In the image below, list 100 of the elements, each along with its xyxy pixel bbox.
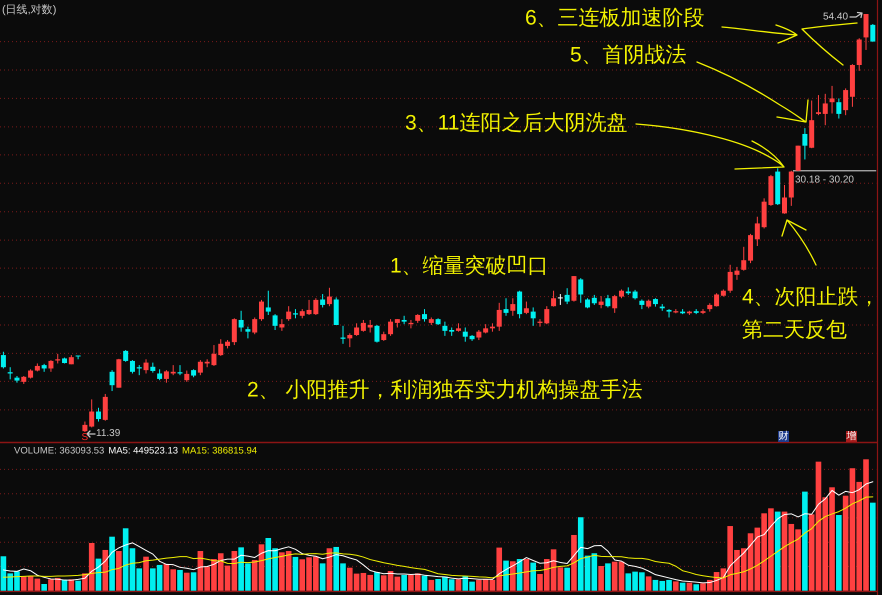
candlestick bbox=[598, 296, 604, 309]
candlestick bbox=[184, 370, 190, 382]
candlestick bbox=[238, 310, 244, 332]
candlestick bbox=[802, 128, 808, 160]
candlestick bbox=[782, 184, 788, 214]
bar bbox=[680, 582, 686, 591]
candlestick bbox=[8, 366, 13, 380]
chart-title: (日线,对数) bbox=[2, 3, 56, 16]
chart-title: VOLUME: 363093.53 bbox=[14, 446, 104, 456]
candlestick bbox=[605, 294, 610, 308]
candlestick bbox=[510, 298, 516, 316]
bar bbox=[605, 563, 611, 591]
bar bbox=[75, 580, 81, 591]
candlestick bbox=[864, 14, 869, 50]
annotation: 5、首阴战法 bbox=[570, 44, 687, 66]
bar bbox=[510, 561, 516, 591]
candlestick bbox=[340, 325, 346, 344]
candlestick bbox=[822, 93, 828, 126]
annotation: 6、三连板加速阶段 bbox=[525, 6, 705, 30]
text: MA5: 449523.13 bbox=[108, 446, 178, 456]
candlestick bbox=[48, 360, 54, 372]
annotation: 4、次阳止跌， bbox=[742, 286, 880, 308]
candlestick bbox=[558, 294, 563, 306]
candlestick bbox=[530, 306, 536, 326]
bar bbox=[673, 581, 679, 591]
candlestick bbox=[110, 370, 115, 392]
bar bbox=[686, 582, 692, 591]
candlestick bbox=[728, 264, 733, 294]
candlestick bbox=[123, 350, 128, 362]
candlestick bbox=[388, 318, 394, 336]
candlestick bbox=[272, 314, 278, 331]
candlestick bbox=[177, 364, 182, 376]
bar bbox=[524, 559, 530, 591]
candlestick bbox=[830, 85, 835, 114]
candlestick bbox=[144, 358, 149, 374]
bar bbox=[326, 548, 332, 591]
bar bbox=[503, 560, 509, 591]
bar bbox=[116, 551, 122, 591]
bar bbox=[102, 550, 108, 591]
candlestick bbox=[544, 306, 550, 325]
bar bbox=[143, 556, 149, 591]
bar bbox=[774, 512, 781, 591]
bar bbox=[96, 558, 102, 591]
bar bbox=[177, 570, 183, 591]
text: MA15: 386815.94 bbox=[182, 446, 258, 456]
annotation: 3、11连阳之后大阴洗盘 bbox=[405, 112, 628, 134]
candlestick bbox=[564, 288, 570, 305]
bar bbox=[374, 572, 380, 591]
candlestick bbox=[843, 88, 848, 116]
annotation: S bbox=[82, 432, 88, 443]
bar bbox=[320, 563, 326, 591]
candlestick bbox=[326, 287, 332, 307]
annotation: 54.40 bbox=[823, 12, 848, 22]
bar bbox=[564, 568, 570, 591]
bar bbox=[62, 580, 68, 591]
bar bbox=[428, 580, 434, 591]
candlestick bbox=[313, 298, 318, 316]
candlestick bbox=[354, 322, 360, 336]
annotation: 第二天反包 bbox=[742, 318, 847, 342]
candlestick bbox=[266, 290, 271, 316]
candlestick bbox=[259, 299, 264, 322]
candlestick bbox=[816, 94, 821, 116]
bar bbox=[646, 576, 652, 591]
bar bbox=[456, 579, 462, 591]
candlestick bbox=[381, 331, 386, 342]
bar bbox=[190, 572, 196, 591]
candlestick bbox=[0, 351, 6, 369]
candlestick bbox=[870, 24, 876, 42]
bar bbox=[41, 584, 47, 591]
bar bbox=[401, 574, 407, 591]
annotation: 30.18 - 30.20 bbox=[795, 174, 854, 186]
bar bbox=[802, 492, 808, 591]
candlestick bbox=[279, 318, 284, 332]
candlestick bbox=[68, 354, 74, 365]
bar bbox=[184, 572, 190, 591]
annotation: 2、 小阳推升，利润独吞实力机构操盘手法 bbox=[247, 378, 643, 402]
candlestick bbox=[150, 362, 156, 374]
candlestick bbox=[612, 294, 618, 314]
bar bbox=[109, 536, 115, 591]
bar bbox=[836, 515, 842, 591]
candlestick bbox=[524, 301, 529, 315]
candlestick bbox=[592, 294, 597, 306]
candlestick bbox=[551, 290, 556, 308]
annotation: 1、缩量突破凹口 bbox=[390, 254, 549, 278]
candlestick bbox=[286, 306, 292, 322]
bar bbox=[693, 584, 700, 591]
candlestick bbox=[734, 266, 740, 280]
candlestick bbox=[232, 318, 237, 346]
bar bbox=[516, 559, 522, 591]
candlestick bbox=[585, 298, 590, 309]
candlestick bbox=[102, 393, 108, 422]
bar bbox=[422, 576, 428, 591]
bar bbox=[598, 566, 604, 591]
bar bbox=[870, 502, 876, 591]
candlestick bbox=[157, 368, 162, 381]
bar bbox=[292, 556, 298, 591]
candlestick bbox=[639, 298, 644, 310]
candlestick bbox=[504, 298, 509, 316]
candlestick bbox=[374, 324, 380, 344]
candlestick bbox=[96, 407, 101, 422]
